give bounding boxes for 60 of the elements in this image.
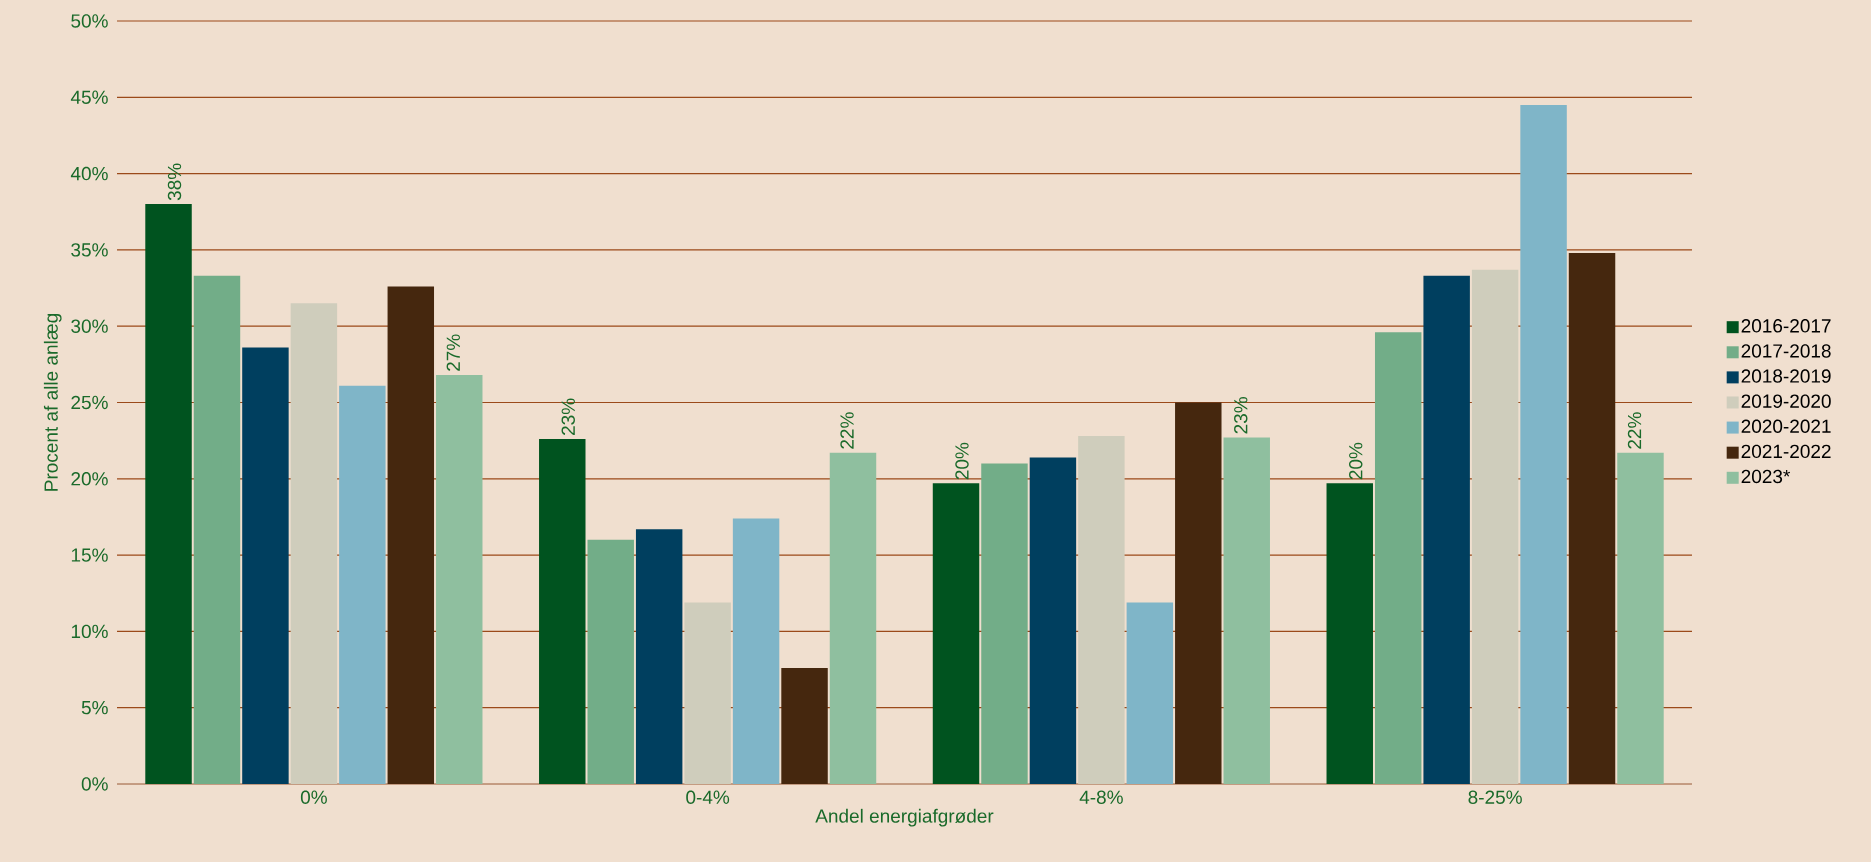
bar	[539, 439, 586, 784]
bar	[1568, 252, 1616, 784]
bar	[1126, 602, 1174, 784]
legend-label: 2017-2018	[1741, 344, 1831, 358]
bar	[1423, 275, 1470, 784]
bar	[1223, 437, 1270, 784]
y-tick-label: 35%	[71, 243, 108, 257]
legend-label: 2019-2020	[1741, 394, 1831, 408]
x-tick-label: 4-8%	[1079, 790, 1123, 804]
x-tick-label: 8-25%	[1468, 790, 1522, 804]
x-axis-title: Andel energiafgrøder	[815, 808, 994, 827]
x-tick-label: 0%	[300, 790, 327, 804]
bar	[981, 463, 1028, 784]
bar	[1617, 452, 1664, 784]
data-label: 22%	[840, 412, 854, 449]
y-axis-title: Procent af alle anlæg	[43, 313, 62, 491]
bar	[387, 286, 435, 784]
y-tick-label: 20%	[71, 472, 108, 486]
legend-label: 2020-2021	[1741, 419, 1831, 433]
y-tick-label: 25%	[71, 395, 108, 410]
bar	[1471, 269, 1519, 784]
bar	[635, 529, 683, 784]
y-tick-label: 5%	[81, 701, 108, 715]
legend-label: 2023*	[1741, 469, 1791, 484]
bar	[1029, 457, 1077, 784]
x-tick-label: 0-4%	[686, 790, 730, 804]
data-label: 20%	[955, 442, 969, 480]
bar	[684, 602, 731, 784]
bar	[242, 347, 289, 784]
bar	[781, 668, 828, 784]
data-label: 23%	[561, 398, 575, 435]
bar	[829, 452, 877, 784]
y-tick-label: 40%	[70, 166, 108, 181]
data-label: 38%	[167, 163, 182, 201]
bar	[932, 483, 980, 784]
y-tick-label: 15%	[71, 548, 108, 562]
bar	[587, 539, 634, 784]
legend-label: 2018-2019	[1741, 369, 1831, 383]
bar	[193, 275, 241, 784]
bar	[290, 303, 338, 784]
bar	[145, 204, 192, 784]
bar	[732, 518, 780, 784]
data-label: 27%	[446, 334, 460, 371]
legend-label: 2016-2017	[1741, 319, 1831, 333]
legend-label: 2021-2022	[1741, 444, 1831, 459]
bar	[1374, 332, 1422, 784]
y-tick-label: 45%	[70, 90, 108, 104]
bar	[1175, 402, 1222, 784]
data-label: 23%	[1234, 397, 1248, 434]
bar	[1520, 104, 1567, 784]
y-tick-label: 10%	[71, 624, 108, 639]
bar	[1078, 436, 1125, 784]
data-label: 22%	[1627, 412, 1642, 449]
y-tick-label: 30%	[71, 319, 108, 333]
y-tick-label: 50%	[71, 14, 108, 28]
y-tick-label: 0%	[81, 777, 108, 791]
bar	[436, 375, 483, 784]
bar	[1326, 483, 1373, 784]
data-label: 20%	[1349, 442, 1363, 480]
bar	[339, 385, 386, 784]
